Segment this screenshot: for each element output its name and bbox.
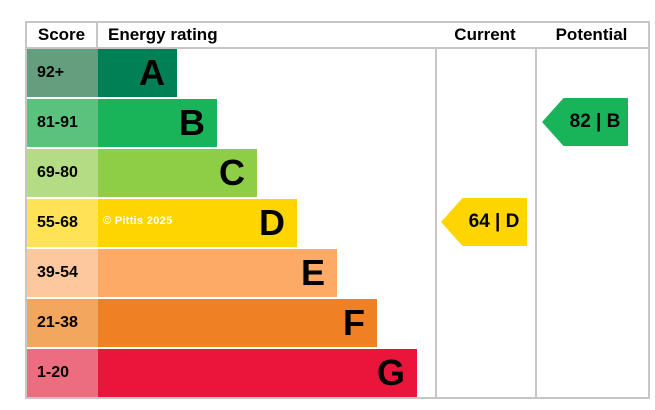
band-row-g: 1-20 G xyxy=(27,349,648,399)
band-rows: 92+ A 81-91 B 69-80 C 55-68 D 39-54 E 21-38 F 1-20 G xyxy=(27,49,648,399)
band-letter: F xyxy=(343,302,365,343)
current-rating-label: 64 | D xyxy=(468,211,520,232)
score-range-label: 39-54 xyxy=(27,249,98,297)
band-row-e: 39-54 E xyxy=(27,249,648,299)
band-letter: C xyxy=(219,152,245,193)
current-column-divider xyxy=(435,49,437,397)
epc-table: Score Energy rating Current Potential 92… xyxy=(25,21,650,399)
band-letter: B xyxy=(179,102,205,143)
band-bar-c: C xyxy=(98,149,257,197)
score-column-header: Score xyxy=(27,23,98,47)
band-bar-d: D xyxy=(98,199,297,247)
band-bar-f: F xyxy=(98,299,377,347)
current-column-header: Current xyxy=(454,25,516,44)
band-row-d: 55-68 D xyxy=(27,199,648,249)
band-row-b: 81-91 B xyxy=(27,99,648,149)
band-row-c: 69-80 C xyxy=(27,149,648,199)
score-range-label: 92+ xyxy=(27,49,98,97)
epc-table-header: Score Energy rating Current Potential xyxy=(27,23,648,49)
potential-column-header: Potential xyxy=(555,25,628,44)
current-rating-arrow: 64 | D xyxy=(441,198,527,246)
band-bar-e: E xyxy=(98,249,337,297)
potential-column-divider xyxy=(535,49,537,397)
band-letter: G xyxy=(376,352,405,393)
score-range-label: 1-20 xyxy=(27,349,98,397)
energy-rating-column-header: Energy rating xyxy=(108,25,218,44)
score-range-label: 55-68 xyxy=(27,199,98,247)
band-row-a: 92+ A xyxy=(27,49,648,99)
band-letter: A xyxy=(139,52,165,93)
band-letter: E xyxy=(300,252,325,293)
score-range-label: 81-91 xyxy=(27,99,98,147)
band-bar-a: A xyxy=(98,49,177,97)
band-bar-g: G xyxy=(98,349,417,397)
score-range-label: 69-80 xyxy=(27,149,98,197)
score-range-label: 21-38 xyxy=(27,299,98,347)
copyright-watermark: © Pittis 2025 xyxy=(103,215,173,227)
potential-rating-label: 82 | B xyxy=(569,111,621,132)
band-bar-b: B xyxy=(98,99,217,147)
band-row-f: 21-38 F xyxy=(27,299,648,349)
band-letter: D xyxy=(259,202,285,243)
